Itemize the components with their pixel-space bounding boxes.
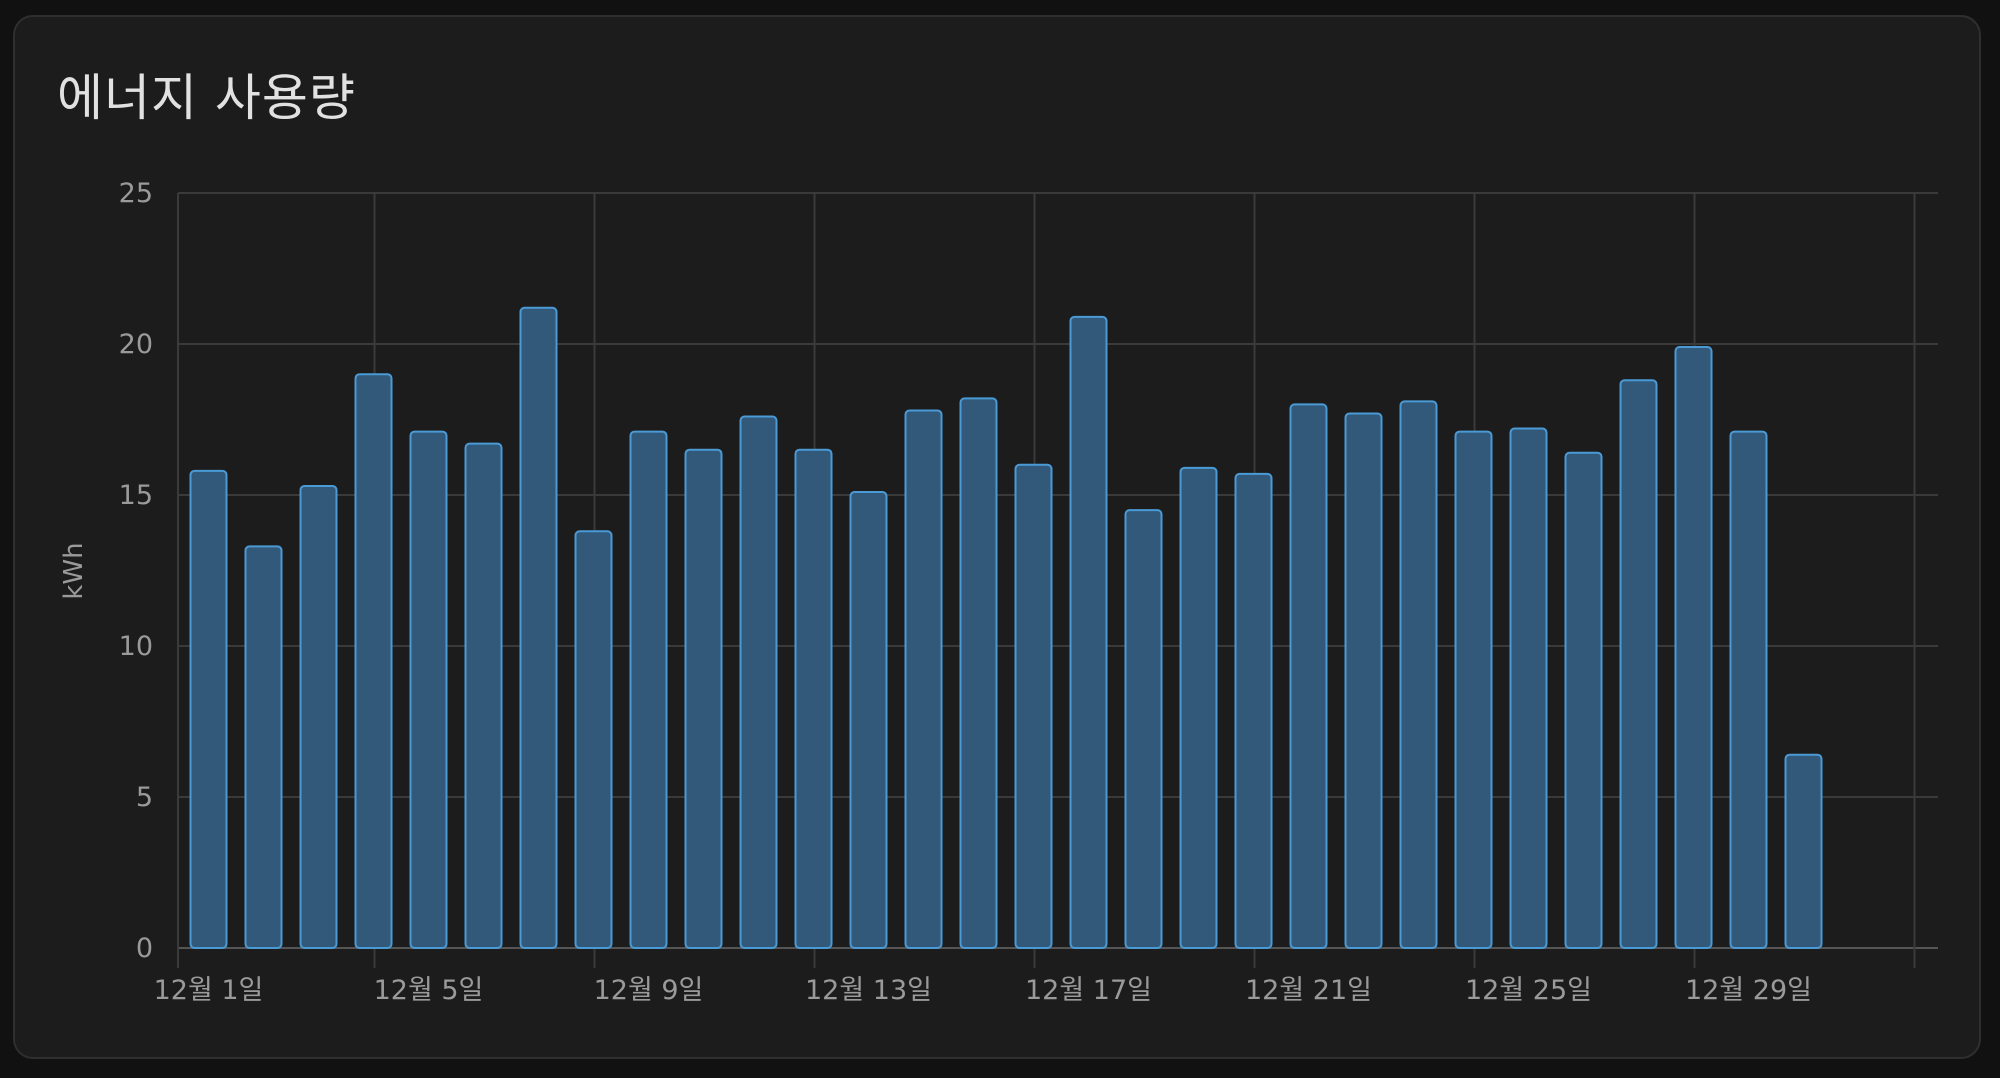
bar-20[interactable] — [1234, 472, 1273, 949]
x-tick-label: 12월 1일 — [154, 975, 264, 1006]
bar-8[interactable] — [574, 530, 613, 949]
bar-28[interactable] — [1674, 346, 1713, 949]
x-tick-label: 12월 29일 — [1685, 975, 1812, 1006]
bar-29[interactable] — [1729, 430, 1768, 949]
bar-10[interactable] — [684, 448, 723, 949]
bar-17[interactable] — [1069, 315, 1108, 949]
bar-5[interactable] — [409, 430, 448, 949]
bar-18[interactable] — [1124, 509, 1163, 949]
bar-22[interactable] — [1344, 412, 1383, 949]
bar-25[interactable] — [1509, 427, 1548, 949]
bar-4[interactable] — [354, 373, 393, 949]
bar-7[interactable] — [519, 306, 558, 949]
bar-9[interactable] — [629, 430, 668, 949]
y-tick-label: 25 — [119, 178, 153, 209]
bar-24[interactable] — [1454, 430, 1493, 949]
bar-30[interactable] — [1784, 753, 1823, 949]
x-tick-label: 12월 21일 — [1245, 975, 1372, 1006]
card-title: 에너지 사용량 — [57, 69, 356, 127]
x-tick-label: 12월 25일 — [1465, 975, 1592, 1006]
y-tick-label: 10 — [119, 631, 153, 662]
bar-26[interactable] — [1564, 451, 1603, 949]
chart-bars[interactable] — [189, 306, 1823, 950]
y-tick-label: 0 — [136, 933, 153, 964]
bar-27[interactable] — [1619, 379, 1658, 949]
bar-12[interactable] — [794, 448, 833, 949]
bar-2[interactable] — [244, 545, 283, 950]
bar-13[interactable] — [849, 490, 888, 949]
bar-16[interactable] — [1014, 463, 1053, 949]
x-axis-ticks: 12월 1일 12월 5일 12월 9일 12월 13일 12월 17일 12월 21일 1… — [154, 975, 1812, 1006]
x-tick-label: 12월 17일 — [1025, 975, 1152, 1006]
bar-15[interactable] — [959, 397, 998, 949]
x-tick-label: 12월 5일 — [374, 975, 484, 1006]
y-tick-label: 5 — [136, 782, 153, 813]
bar-23[interactable] — [1399, 400, 1438, 949]
y-axis-label: kWh — [59, 542, 89, 599]
bar-1[interactable] — [189, 469, 228, 949]
bar-21[interactable] — [1289, 403, 1328, 949]
y-tick-label: 20 — [119, 329, 153, 360]
bar-14[interactable] — [904, 409, 943, 949]
bar-19[interactable] — [1179, 466, 1218, 949]
y-tick-label: 15 — [119, 480, 153, 511]
x-tick-label: 12월 9일 — [594, 975, 704, 1006]
y-axis-ticks: 0 5 10 15 20 25 — [119, 178, 153, 964]
bar-6[interactable] — [464, 442, 503, 949]
bar-3[interactable] — [299, 484, 338, 949]
x-tick-label: 12월 13일 — [805, 975, 932, 1006]
bar-11[interactable] — [739, 415, 778, 950]
